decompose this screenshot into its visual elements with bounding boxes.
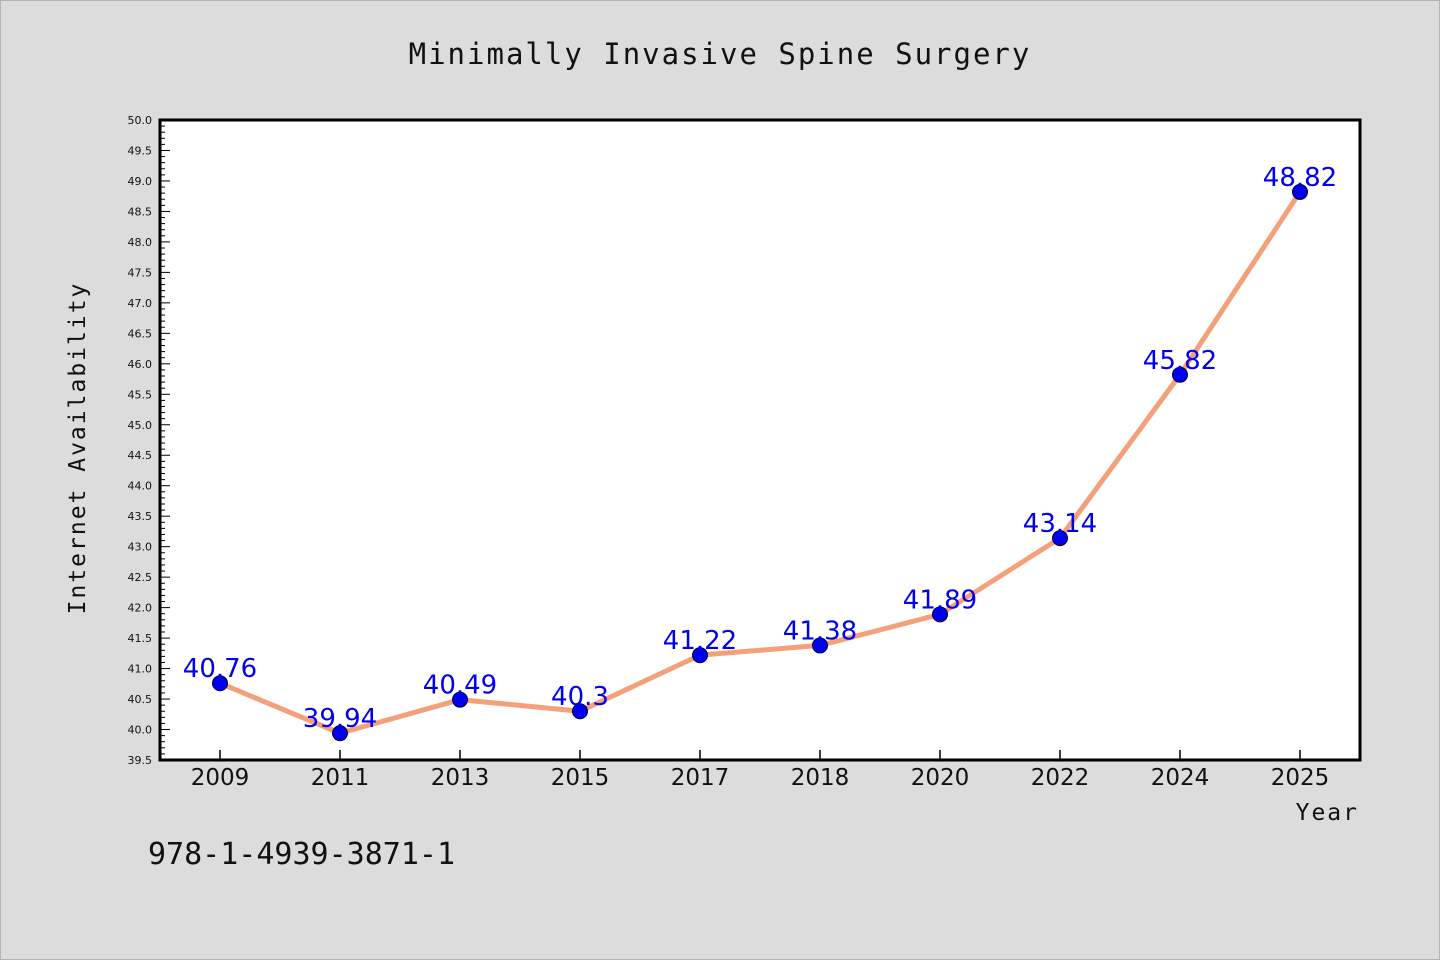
series-line — [219, 190, 1303, 736]
data-point — [812, 637, 828, 654]
data-label: 41.89 — [903, 585, 977, 615]
y-tick-label: 50.0 — [128, 114, 153, 127]
y-tick-label: 41.5 — [128, 632, 153, 645]
y-tick-label: 42.0 — [128, 602, 153, 615]
x-tick-label: 2024 — [1151, 765, 1210, 791]
y-tick-label: 48.5 — [128, 205, 153, 218]
y-tick-label: 49.5 — [128, 144, 153, 157]
data-point — [692, 647, 708, 664]
x-tick-label: 2015 — [551, 765, 610, 791]
y-tick-label: 43.5 — [128, 510, 153, 523]
data-label: 45.82 — [1143, 346, 1217, 376]
data-point — [1052, 530, 1068, 547]
y-tick-label: 44.0 — [128, 480, 153, 493]
x-tick-label: 2025 — [1271, 765, 1330, 791]
x-tick-label: 2009 — [191, 765, 250, 791]
x-axis: 2009 2011 2013 2015 2017 2018 2020 2022 2024 2025 — [191, 750, 1330, 791]
y-tick-label: 48.0 — [128, 236, 153, 249]
y-tick-label: 40.5 — [128, 693, 153, 706]
data-label: 41.38 — [783, 616, 857, 646]
data-point — [332, 725, 348, 742]
y-axis-label: Internet Availability — [65, 282, 91, 615]
y-tick-label: 41.0 — [128, 663, 153, 676]
data-label: 40.49 — [423, 671, 497, 701]
y-tick-label: 42.5 — [128, 571, 153, 584]
data-label: 39.94 — [303, 704, 377, 734]
x-tick-label: 2017 — [671, 765, 730, 791]
y-tick-label: 39.5 — [128, 754, 153, 767]
y-tick-label: 46.5 — [128, 327, 153, 340]
y-tick-label: 45.5 — [128, 388, 153, 401]
data-point — [932, 606, 948, 623]
data-point — [452, 691, 468, 708]
data-point — [212, 675, 228, 692]
isbn-footer: 978-1-4939-3871-1 — [148, 837, 455, 872]
data-point — [1292, 183, 1308, 200]
y-tick-label: 49.0 — [128, 175, 153, 188]
plot-area — [158, 118, 1362, 762]
x-tick-label: 2020 — [911, 765, 970, 791]
data-label: 40.76 — [183, 654, 257, 684]
x-axis-label: Year — [1296, 800, 1359, 826]
chart-title: Minimally Invasive Spine Surgery — [409, 37, 1032, 71]
y-tick-label: 40.0 — [128, 724, 153, 737]
x-tick-label: 2013 — [431, 765, 490, 791]
y-tick-label: 43.0 — [128, 541, 153, 554]
y-tick-label: 44.5 — [128, 449, 153, 462]
data-point — [572, 703, 588, 720]
y-tick-label: 47.5 — [128, 266, 153, 279]
y-tick-label: 45.0 — [128, 419, 153, 432]
y-tick-label: 46.0 — [128, 358, 153, 371]
data-point — [1172, 366, 1188, 383]
data-label: 40.3 — [551, 682, 609, 712]
series-line-group: 40.76 39.94 40.49 40.3 41.22 41.38 41.89 43.14 4… — [183, 163, 1337, 742]
y-axis: 39.5 40.0 40.5 41.0 41.5 42.0 42.5 43.0 43.5 44.0… — [128, 114, 170, 767]
data-label: 48.82 — [1263, 163, 1337, 193]
x-tick-label: 2022 — [1031, 765, 1090, 791]
data-label: 43.14 — [1023, 509, 1097, 539]
data-label: 41.22 — [663, 626, 737, 656]
x-tick-label: 2011 — [311, 765, 370, 791]
y-tick-label: 47.0 — [128, 297, 153, 310]
x-tick-label: 2018 — [791, 765, 850, 791]
